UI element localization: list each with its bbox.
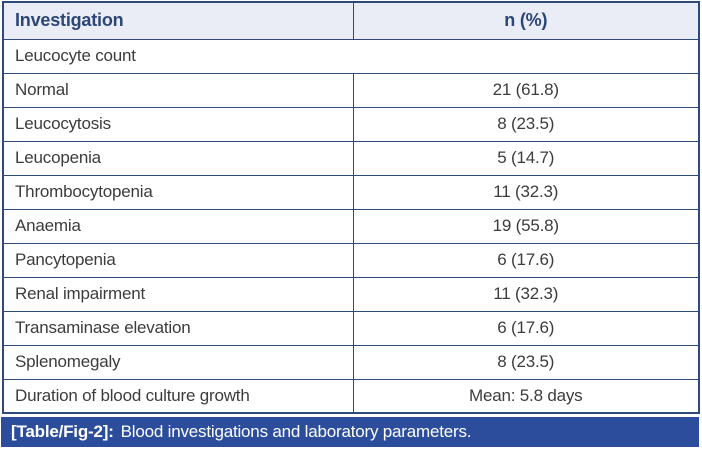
section-row: Leucocyte count: [2, 38, 700, 74]
header-row: Investigation n (%): [2, 1, 700, 40]
table-row: Normal 21 (61.8): [2, 72, 700, 108]
row-label: Duration of blood culture growth: [2, 378, 354, 414]
row-value: 21 (61.8): [352, 72, 700, 108]
row-label: Leucopenia: [2, 140, 354, 176]
row-value: 8 (23.5): [352, 106, 700, 142]
caption-bar: [Table/Fig-2]: Blood investigations and …: [1, 417, 699, 447]
row-label: Transaminase elevation: [2, 310, 354, 346]
table-row: Renal impairment 11 (32.3): [2, 276, 700, 312]
row-value: 8 (23.5): [352, 344, 700, 380]
table-row: Pancytopenia 6 (17.6): [2, 242, 700, 278]
table-row: Transaminase elevation 6 (17.6): [2, 310, 700, 346]
row-label: Leucocytosis: [2, 106, 354, 142]
table-row: Splenomegaly 8 (23.5): [2, 344, 700, 380]
row-label: Thrombocytopenia: [2, 174, 354, 210]
caption-label: [Table/Fig-2]:: [11, 422, 114, 441]
row-value: 6 (17.6): [352, 242, 700, 278]
row-value: 5 (14.7): [352, 140, 700, 176]
row-label: Leucocyte count: [2, 38, 700, 74]
row-value: 19 (55.8): [352, 208, 700, 244]
table-row: Anaemia 19 (55.8): [2, 208, 700, 244]
row-label: Renal impairment: [2, 276, 354, 312]
row-label: Anaemia: [2, 208, 354, 244]
col-header-n-percent: n (%): [352, 1, 700, 40]
table-row: Leucocytosis 8 (23.5): [2, 106, 700, 142]
row-label: Normal: [2, 72, 354, 108]
row-value: 11 (32.3): [352, 174, 700, 210]
row-label: Splenomegaly: [2, 344, 354, 380]
table-body: Leucocyte count Normal 21 (61.8) Leucocytos…: [2, 38, 700, 414]
table-row: Thrombocytopenia 11 (32.3): [2, 174, 700, 210]
row-value: Mean: 5.8 days: [352, 378, 700, 414]
investigations-table: Investigation n (%) Leucocyte count Norma…: [2, 1, 700, 414]
col-header-investigation: Investigation: [2, 1, 354, 40]
table-row: Leucopenia 5 (14.7): [2, 140, 700, 176]
row-value: 11 (32.3): [352, 276, 700, 312]
row-value: 6 (17.6): [352, 310, 700, 346]
row-label: Pancytopenia: [2, 242, 354, 278]
table-row: Duration of blood culture growth Mean: 5.…: [2, 378, 700, 414]
caption-text: Blood investigations and laboratory para…: [120, 422, 472, 441]
